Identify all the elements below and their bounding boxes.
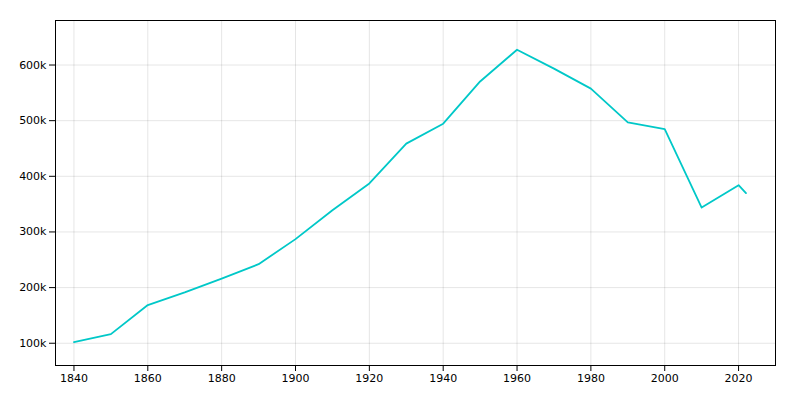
svg-text:300k: 300k — [19, 225, 47, 238]
svg-text:1920: 1920 — [355, 372, 383, 385]
svg-text:1840: 1840 — [60, 372, 88, 385]
svg-text:1880: 1880 — [208, 372, 236, 385]
svg-text:500k: 500k — [19, 114, 47, 127]
svg-text:400k: 400k — [19, 170, 47, 183]
svg-text:200k: 200k — [19, 281, 47, 294]
svg-text:100k: 100k — [19, 337, 47, 350]
svg-text:1900: 1900 — [282, 372, 310, 385]
svg-text:600k: 600k — [19, 59, 47, 72]
svg-text:1860: 1860 — [134, 372, 162, 385]
svg-text:1980: 1980 — [577, 372, 605, 385]
svg-text:2020: 2020 — [725, 372, 753, 385]
svg-text:2000: 2000 — [651, 372, 679, 385]
svg-text:1960: 1960 — [503, 372, 531, 385]
svg-text:1940: 1940 — [429, 372, 457, 385]
